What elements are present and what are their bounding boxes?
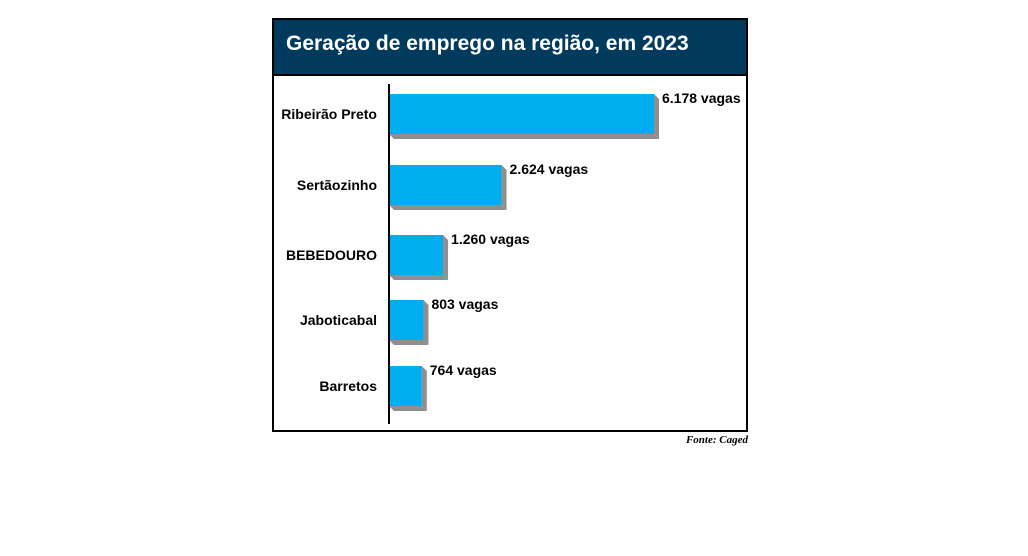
- bar-shadow-side: [421, 366, 427, 411]
- chart-frame: Geração de emprego na região, em 2023: [272, 18, 748, 432]
- category-label: Ribeirão Preto: [281, 106, 377, 122]
- bar: [389, 165, 502, 205]
- bar-shadow-side: [654, 94, 659, 139]
- chart-title: Geração de emprego na região, em 2023: [286, 32, 689, 55]
- data-label: 6.178 vagas: [662, 90, 741, 106]
- data-label: 764 vagas: [430, 362, 497, 378]
- data-label: 1.260 vagas: [451, 231, 530, 247]
- bar-shadow: [389, 275, 449, 280]
- bar: [389, 300, 424, 340]
- bar-shadow: [389, 406, 427, 411]
- chart-title-bar: Geração de emprego na região, em 2023: [274, 20, 746, 76]
- data-label: 803 vagas: [431, 296, 498, 312]
- category-label: BEBEDOURO: [286, 247, 377, 263]
- bar: [389, 235, 444, 275]
- source-note: Fonte: Caged: [685, 434, 748, 446]
- category-label: Jaboticabal: [300, 312, 377, 328]
- data-label: 2.624 vagas: [510, 161, 589, 177]
- category-label: Sertãozinho: [297, 177, 377, 193]
- category-label: Barretos: [319, 378, 377, 394]
- bar-shadow-side: [423, 300, 429, 345]
- bar-shadow: [389, 340, 429, 345]
- bar-shadow: [389, 205, 507, 210]
- bar: [389, 366, 422, 406]
- bar-shadow: [389, 134, 659, 139]
- bar-shadow-side: [501, 165, 507, 210]
- bar: [389, 94, 654, 134]
- bar-shadow-side: [443, 235, 449, 280]
